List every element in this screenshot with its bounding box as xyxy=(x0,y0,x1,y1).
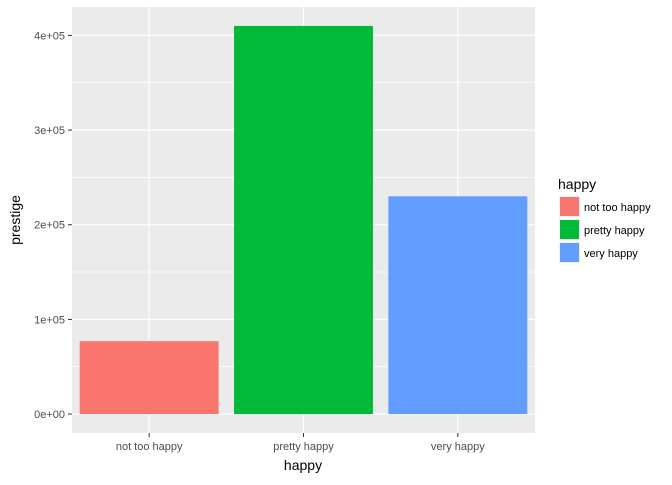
x-axis-ticks: not too happy pretty happy very happy xyxy=(116,433,485,453)
x-tick-label: not too happy xyxy=(116,441,183,453)
bar xyxy=(234,25,373,415)
y-tick-label: 3e+05 xyxy=(34,125,65,137)
y-tick-label: 0e+00 xyxy=(34,409,65,421)
y-axis-ticks: 0e+00 1e+05 2e+05 3e+05 4e+05 xyxy=(34,30,72,421)
x-tick-label: pretty happy xyxy=(273,441,334,453)
legend-swatch xyxy=(560,243,579,262)
legend-label: pretty happy xyxy=(584,225,645,237)
bar xyxy=(79,341,219,415)
y-tick-label: 2e+05 xyxy=(34,220,65,232)
legend-swatch xyxy=(560,197,579,216)
legend-label: not too happy xyxy=(584,202,651,214)
x-tick-label: very happy xyxy=(431,441,485,453)
legend-swatch xyxy=(560,220,579,239)
y-axis-label: prestige xyxy=(7,195,23,245)
legend-label: very happy xyxy=(584,248,638,260)
y-tick-label: 4e+05 xyxy=(34,30,65,42)
legend: happy not too happy pretty happy very happ… xyxy=(558,176,651,263)
y-tick-label: 1e+05 xyxy=(34,314,65,326)
legend-items: not too happy pretty happy very happy xyxy=(559,196,651,263)
legend-title: happy xyxy=(558,176,596,192)
bar xyxy=(388,196,528,415)
bars xyxy=(79,25,528,415)
x-axis-label: happy xyxy=(284,457,322,473)
